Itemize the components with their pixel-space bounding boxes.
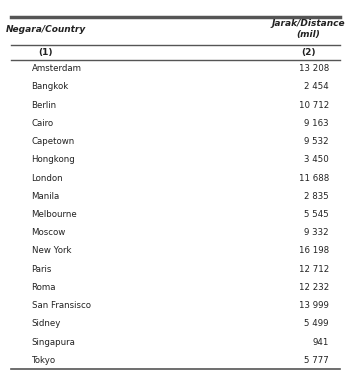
Text: 12 232: 12 232 xyxy=(299,283,329,292)
Text: 5 777: 5 777 xyxy=(304,356,329,365)
Text: Berlin: Berlin xyxy=(32,101,57,110)
Text: Paris: Paris xyxy=(32,265,52,274)
Text: Cairo: Cairo xyxy=(32,119,54,128)
Text: 5 545: 5 545 xyxy=(304,210,329,219)
Text: Amsterdam: Amsterdam xyxy=(32,64,82,73)
Text: (1): (1) xyxy=(38,48,53,57)
Text: 941: 941 xyxy=(313,338,329,346)
Text: 13 999: 13 999 xyxy=(299,301,329,310)
Text: San Fransisco: San Fransisco xyxy=(32,301,91,310)
Text: London: London xyxy=(32,173,63,182)
Text: 13 208: 13 208 xyxy=(299,64,329,73)
Text: 5 499: 5 499 xyxy=(304,319,329,328)
Text: 16 198: 16 198 xyxy=(299,247,329,256)
Text: Negara/Country: Negara/Country xyxy=(5,25,86,34)
Text: 2 835: 2 835 xyxy=(304,192,329,201)
Text: 9 332: 9 332 xyxy=(304,228,329,237)
Text: Melbourne: Melbourne xyxy=(32,210,77,219)
Text: Bangkok: Bangkok xyxy=(32,83,69,91)
Text: Singapura: Singapura xyxy=(32,338,75,346)
Text: Roma: Roma xyxy=(32,283,56,292)
Text: (2): (2) xyxy=(301,48,315,57)
Text: 12 712: 12 712 xyxy=(299,265,329,274)
Text: 10 712: 10 712 xyxy=(299,101,329,110)
Text: Moscow: Moscow xyxy=(32,228,66,237)
Text: 3 450: 3 450 xyxy=(304,155,329,164)
Text: 9 163: 9 163 xyxy=(304,119,329,128)
Text: 11 688: 11 688 xyxy=(299,173,329,182)
Text: Jarak/Distance
(mil): Jarak/Distance (mil) xyxy=(271,19,345,39)
Text: Tokyo: Tokyo xyxy=(32,356,56,365)
Text: Capetown: Capetown xyxy=(32,137,75,146)
Text: New York: New York xyxy=(32,247,71,256)
Text: Hongkong: Hongkong xyxy=(32,155,75,164)
Text: 9 532: 9 532 xyxy=(304,137,329,146)
Text: Manila: Manila xyxy=(32,192,60,201)
Text: Sidney: Sidney xyxy=(32,319,61,328)
Text: 2 454: 2 454 xyxy=(304,83,329,91)
